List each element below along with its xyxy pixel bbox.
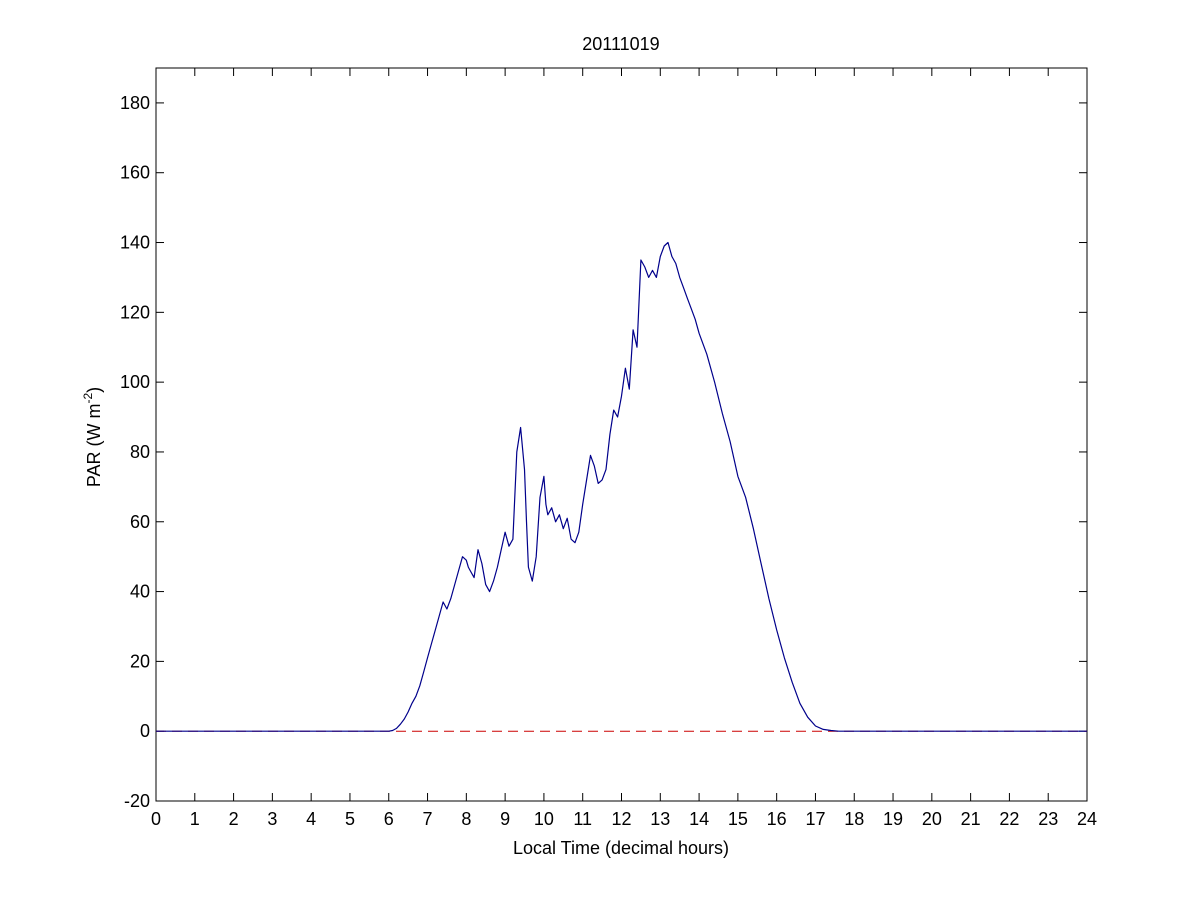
x-tick-label: 20 (922, 809, 942, 829)
y-axis-title-superscript: -2 (81, 393, 95, 404)
y-tick-label: 180 (120, 93, 150, 113)
x-tick-label: 11 (573, 809, 592, 829)
x-tick-label: 2 (229, 809, 239, 829)
x-tick-label: 24 (1077, 809, 1097, 829)
x-tick-label: 1 (190, 809, 200, 829)
x-tick-label: 7 (423, 809, 433, 829)
x-tick-label: 6 (384, 809, 394, 829)
x-tick-label: 8 (461, 809, 471, 829)
x-tick-label: 0 (151, 809, 161, 829)
x-tick-label: 22 (999, 809, 1019, 829)
x-tick-label: 21 (961, 809, 981, 829)
y-tick-label: 60 (130, 512, 150, 532)
x-tick-label: 3 (267, 809, 277, 829)
y-tick-label: 20 (130, 651, 150, 671)
x-tick-label: 9 (500, 809, 510, 829)
x-tick-label: 18 (844, 809, 864, 829)
y-tick-label: 100 (120, 372, 150, 392)
x-tick-label: 14 (689, 809, 709, 829)
x-tick-label: 23 (1038, 809, 1058, 829)
x-axis-title: Local Time (decimal hours) (513, 838, 729, 858)
x-tick-label: 10 (534, 809, 554, 829)
par-series-line (156, 241, 1087, 732)
y-tick-label: -20 (124, 791, 150, 811)
x-tick-label: 4 (306, 809, 316, 829)
y-tick-label: 0 (140, 721, 150, 741)
x-tick-label: 12 (611, 809, 631, 829)
x-tick-label: 17 (805, 809, 825, 829)
y-axis-title: PAR (W m-2) (81, 387, 104, 487)
y-tick-label: 80 (130, 442, 150, 462)
x-tick-label: 5 (345, 809, 355, 829)
y-tick-label: 140 (120, 233, 150, 253)
y-axis-title-main: PAR (W m (84, 404, 104, 488)
x-tick-label: 15 (728, 809, 748, 829)
y-tick-label: 40 (130, 582, 150, 602)
x-tick-label: 19 (883, 809, 903, 829)
chart-title: 20111019 (582, 34, 659, 54)
y-axis-title-close: ) (84, 387, 104, 393)
y-tick-label: 120 (120, 302, 150, 322)
x-tick-label: 13 (650, 809, 670, 829)
x-tick-label: 16 (767, 809, 787, 829)
plot-area: 0 1 2 3 4 5 6 7 8 9 10 11 12 13 14 15 16 17 18 19 20 21 22 23 24… (120, 67, 1097, 829)
y-tick-label: 160 (120, 163, 150, 183)
